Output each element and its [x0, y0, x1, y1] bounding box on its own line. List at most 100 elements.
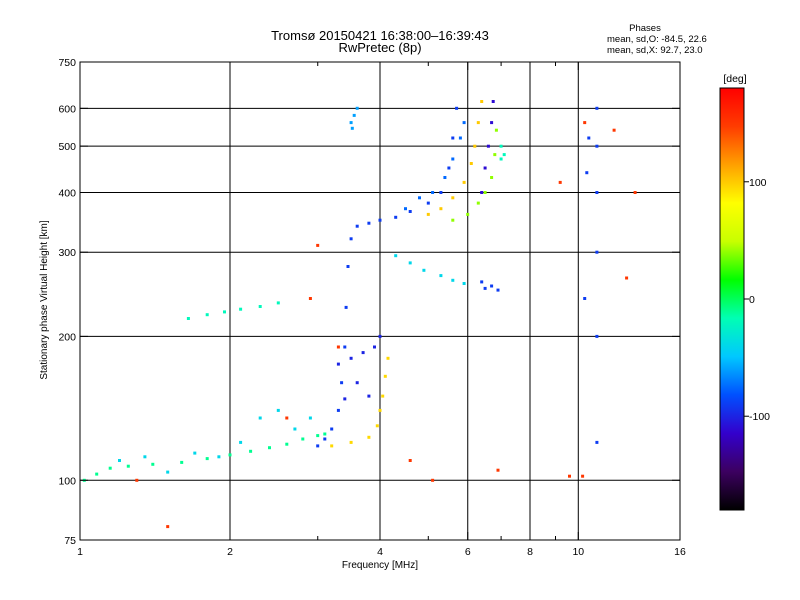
data-point — [308, 416, 312, 420]
data-point — [439, 207, 443, 211]
data-point — [343, 397, 347, 401]
data-point — [568, 474, 571, 478]
data-point — [344, 305, 348, 309]
data-point — [490, 284, 494, 288]
data-point — [480, 100, 484, 103]
y-axis: 75 100 200 300 400 500 600 750 — [58, 57, 680, 547]
data-point — [486, 144, 490, 148]
y-tick-label: 200 — [58, 331, 76, 343]
data-point — [367, 221, 371, 225]
data-point — [451, 278, 455, 282]
data-point — [458, 136, 462, 140]
data-point — [361, 351, 365, 355]
data-point — [439, 274, 443, 278]
colorbar-tick-label: 0 — [749, 294, 755, 306]
data-point — [585, 171, 589, 175]
data-point — [462, 180, 466, 184]
data-point — [422, 268, 426, 272]
data-point — [193, 451, 197, 455]
data-point — [496, 288, 500, 292]
data-point — [166, 525, 170, 529]
data-point — [285, 416, 289, 420]
x-axis: 1 2 4 6 8 10 16 — [77, 62, 686, 558]
data-point — [408, 261, 412, 265]
data-point — [217, 455, 221, 459]
data-point — [502, 153, 506, 157]
data-point — [418, 196, 421, 200]
data-point — [343, 345, 347, 349]
chart-subtitle: RwPretec (8p) — [338, 40, 421, 55]
data-point — [108, 466, 112, 470]
data-point — [583, 121, 587, 125]
data-point — [268, 446, 271, 450]
data-point — [476, 121, 480, 125]
data-point — [375, 424, 379, 428]
data-point — [455, 106, 459, 110]
data-point — [583, 297, 587, 300]
data-point — [239, 440, 243, 444]
data-point — [340, 381, 344, 385]
y-axis-label: Stationary phase Virtual Height [km] — [39, 220, 50, 380]
data-point — [293, 427, 297, 431]
data-point — [499, 157, 503, 161]
data-point — [451, 218, 455, 222]
data-point — [451, 136, 455, 140]
data-point — [126, 464, 130, 468]
data-point — [404, 207, 407, 211]
data-point — [581, 474, 585, 478]
y-tick-label: 100 — [58, 475, 76, 487]
data-point — [381, 394, 385, 398]
data-point — [462, 121, 466, 125]
data-point — [355, 106, 359, 110]
data-point — [276, 408, 280, 412]
data-point — [330, 427, 334, 431]
data-point — [378, 408, 382, 412]
data-point — [483, 286, 487, 290]
data-point — [205, 313, 209, 317]
data-point — [494, 128, 498, 132]
data-point — [308, 297, 312, 300]
y-tick-label: 300 — [58, 247, 76, 259]
data-point — [223, 310, 226, 314]
data-points — [82, 100, 637, 529]
data-point — [490, 121, 494, 125]
data-point — [336, 345, 340, 349]
data-point — [228, 453, 232, 457]
data-point — [336, 408, 340, 412]
data-point — [323, 432, 327, 436]
x-tick-label: 2 — [227, 546, 233, 558]
data-point — [301, 437, 305, 441]
data-point — [612, 128, 616, 132]
data-point — [239, 307, 243, 311]
colorbar-gradient — [719, 87, 745, 511]
data-point — [394, 254, 398, 258]
data-point — [373, 345, 376, 349]
data-point — [355, 381, 359, 385]
data-point — [355, 224, 359, 228]
data-point — [383, 374, 387, 378]
y-tick-label: 600 — [58, 103, 76, 115]
data-point — [135, 478, 139, 482]
data-point — [633, 191, 637, 194]
data-point — [378, 218, 382, 222]
y-tick-label: 75 — [64, 535, 76, 547]
data-point — [118, 459, 121, 462]
data-point — [496, 468, 500, 472]
data-point — [493, 153, 497, 157]
data-point — [473, 144, 477, 148]
data-point — [443, 176, 447, 179]
data-point — [346, 265, 350, 268]
x-axis-label: Frequency [MHz] — [342, 560, 418, 571]
x-tick-label: 1 — [77, 546, 83, 558]
data-point — [205, 457, 209, 461]
data-point — [480, 280, 484, 284]
data-point — [595, 191, 599, 194]
data-point — [451, 196, 455, 200]
data-point — [558, 180, 562, 184]
data-point — [595, 106, 599, 110]
data-point — [336, 362, 340, 366]
data-point — [349, 440, 353, 444]
data-point — [316, 434, 320, 438]
data-point — [330, 444, 334, 448]
data-point — [476, 201, 480, 205]
